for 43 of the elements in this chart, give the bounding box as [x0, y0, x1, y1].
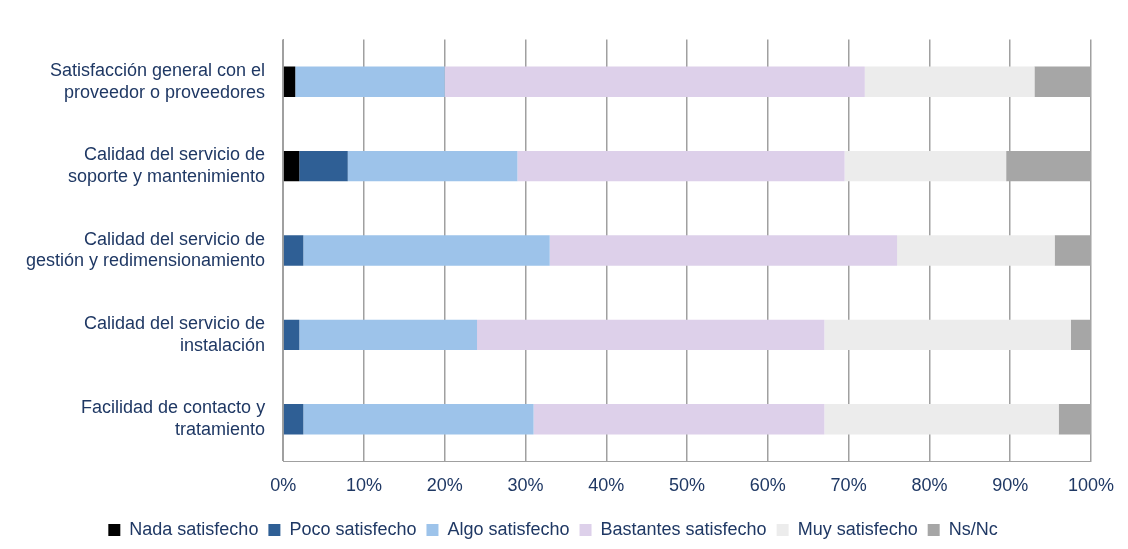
- bar: [824, 404, 1059, 435]
- bar: [824, 319, 1071, 351]
- bar: [283, 150, 300, 182]
- bar: [283, 404, 304, 435]
- legend-label: Poco satisfecho: [289, 518, 417, 539]
- y-tick-label: Calidad del servicio de instalación: [84, 313, 266, 355]
- bar: [533, 404, 825, 435]
- bar: [347, 150, 518, 182]
- x-tick-label: 90%: [992, 475, 1029, 496]
- legend-label: Muy satisfecho: [797, 518, 918, 539]
- bar: [303, 235, 550, 266]
- x-tick-label: 0%: [270, 475, 297, 496]
- bar: [299, 150, 348, 182]
- x-tick-label: 50%: [669, 475, 706, 496]
- x-tick-label: 20%: [426, 475, 463, 496]
- y-tick-label: Satisfacción general con el proveedor o proveedores: [49, 59, 266, 102]
- legend-label: Bastantes satisfecho: [600, 518, 767, 539]
- bar: [299, 319, 478, 351]
- legend-label: Ns/Nc: [948, 518, 998, 539]
- bar: [283, 319, 300, 351]
- bar: [444, 66, 865, 97]
- bar: [864, 66, 1035, 97]
- x-tick-label: 70%: [830, 475, 867, 496]
- x-tick-label: 10%: [345, 475, 382, 496]
- bar: [549, 235, 898, 266]
- x-tick-label: 80%: [911, 475, 948, 496]
- bar: [897, 235, 1055, 266]
- y-tick-label: Facilidad de contacto y tratamiento: [81, 397, 266, 439]
- bar: [303, 404, 534, 435]
- x-tick-label: 30%: [507, 475, 544, 496]
- legend-label: Nada satisfecho: [129, 518, 259, 539]
- y-tick-label: Calidad del servicio de gestión y redimensionamiento: [25, 228, 266, 271]
- legend-label: Algo satisfecho: [447, 518, 570, 539]
- x-tick-label: 60%: [749, 475, 786, 496]
- bar: [517, 150, 845, 182]
- bar: [477, 319, 825, 351]
- bar: [283, 66, 296, 97]
- x-tick-label: 100%: [1067, 475, 1114, 496]
- bar: [295, 66, 445, 97]
- bar: [283, 235, 304, 266]
- bar: [844, 150, 1007, 182]
- x-tick-label: 40%: [588, 475, 625, 496]
- y-tick-label: Calidad del servicio de soporte y mantenimiento: [68, 144, 266, 186]
